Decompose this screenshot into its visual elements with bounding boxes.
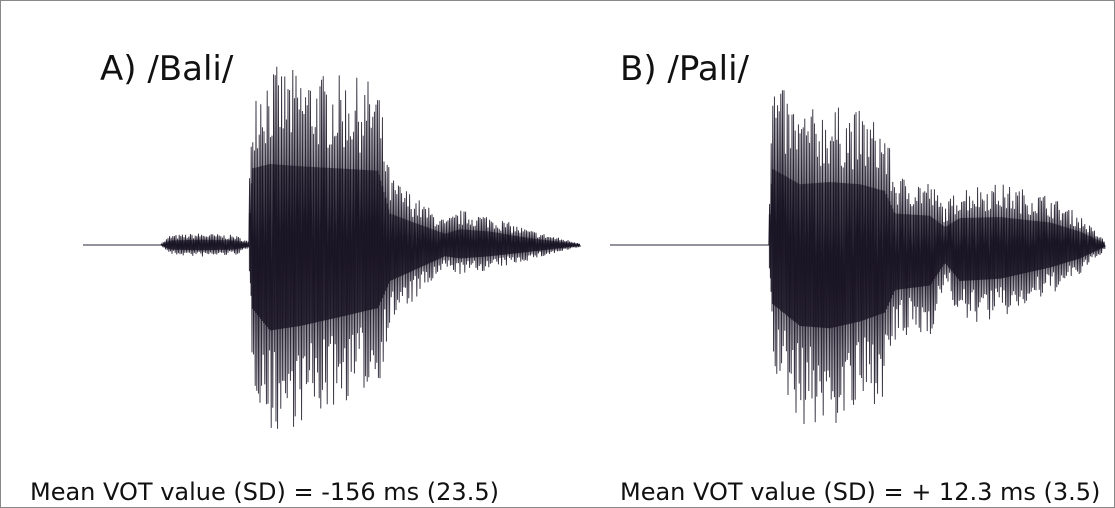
waveforms: [83, 66, 1106, 429]
panel-label: A) /Bali/: [100, 49, 234, 89]
waveform-core: [160, 164, 580, 331]
caption: Mean VOT value (SD) = + 12.3 ms (3.5): [620, 478, 1100, 506]
panel-label: B) /Pali/: [620, 49, 750, 89]
caption: Mean VOT value (SD) = -156 ms (23.5): [30, 478, 499, 506]
waveform-core: [768, 169, 1105, 329]
